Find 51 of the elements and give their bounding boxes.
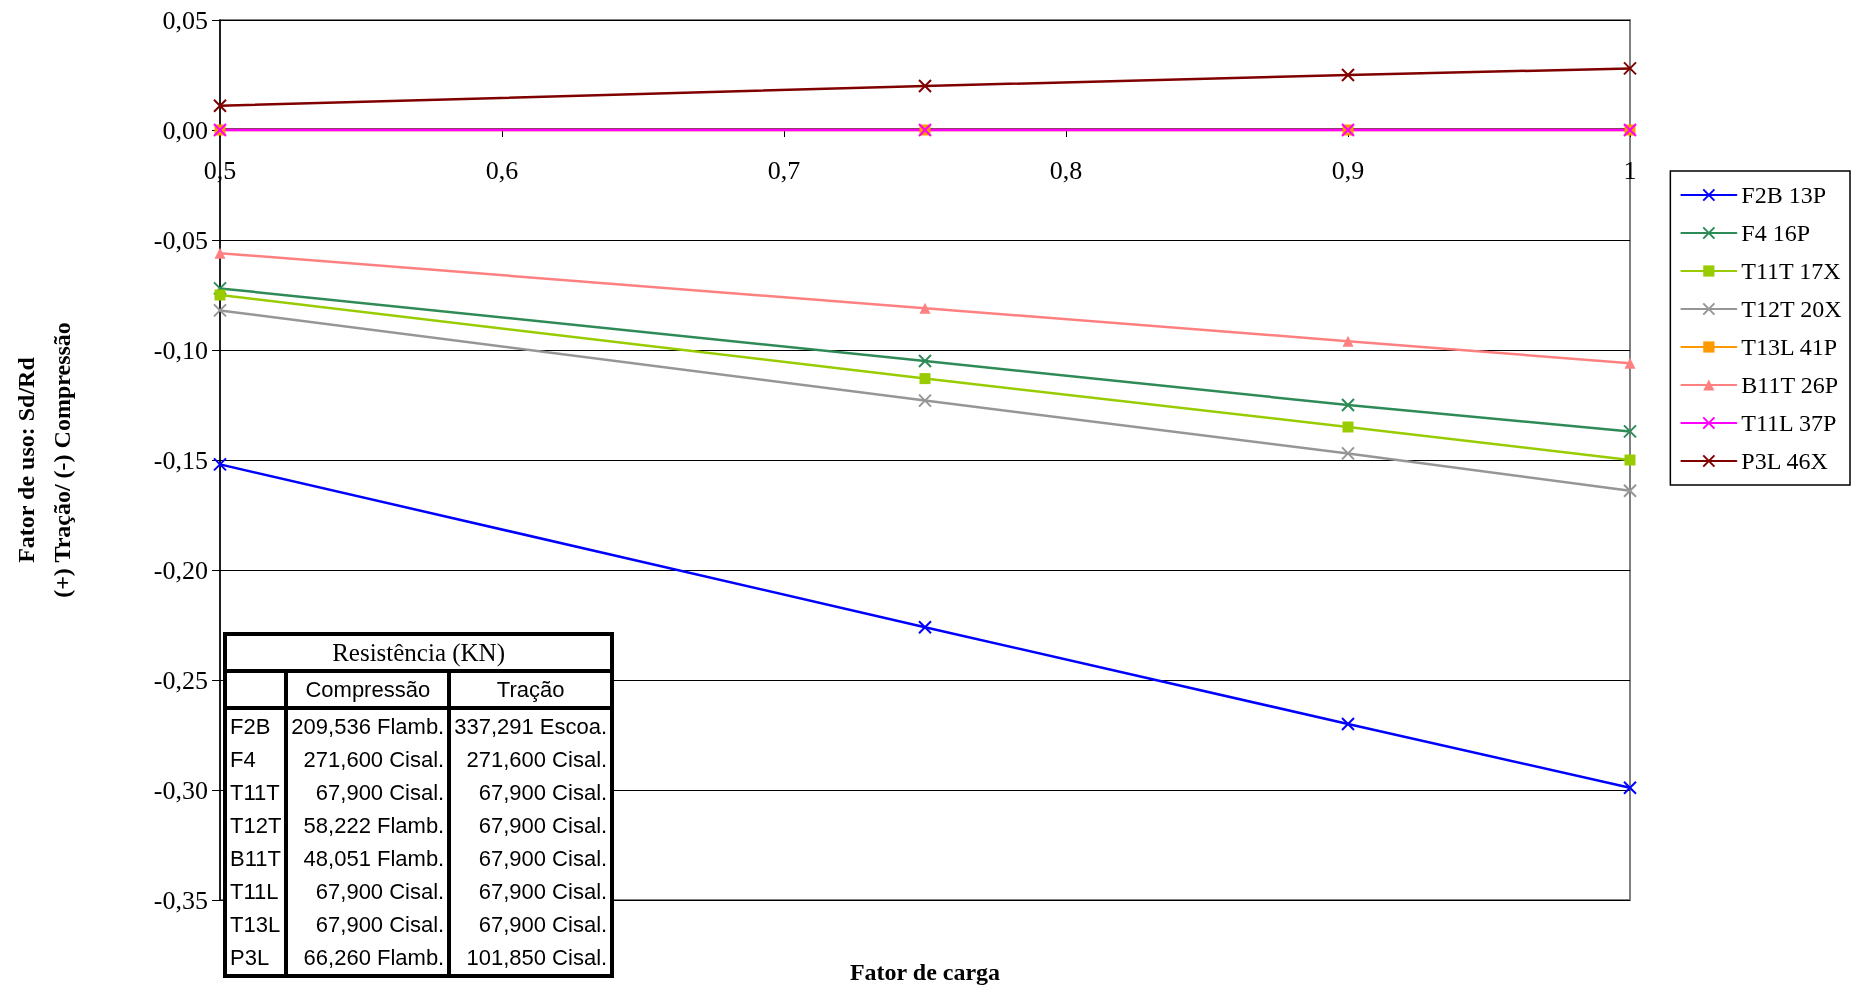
annotation: B11T — [229, 845, 282, 873]
annotation: T12T — [229, 812, 283, 840]
legend-label: T11L 37P — [1741, 410, 1837, 436]
y-tick-label: -0,20 — [153, 555, 208, 585]
text: T13L — [230, 912, 281, 937]
annotation: 67,900 Cisal. — [286, 875, 450, 908]
x-tick-label: 1 — [1623, 155, 1637, 185]
text: P3L — [230, 945, 270, 970]
annotation: Compressão — [286, 671, 450, 708]
y-tick-label: -0,10 — [153, 335, 208, 365]
y-tick-label: -0,15 — [153, 445, 208, 475]
annotation: 209,536 Flamb. — [286, 708, 450, 743]
annotation: 271,600 Cisal. — [286, 743, 450, 776]
annotation: 67,900 Cisal. — [449, 776, 613, 809]
annotation: Tração — [449, 671, 613, 708]
y-tick-label: -0,05 — [153, 225, 208, 255]
legend-label: T13L 41P — [1741, 334, 1838, 360]
annotation: F2B — [229, 713, 272, 741]
y-tick-label: 0,00 — [162, 115, 208, 145]
y-tick-label: -0,25 — [153, 665, 208, 695]
legend-label: T11T 17X — [1741, 258, 1841, 284]
text: 66,260 Flamb. — [303, 945, 445, 970]
y-tick-label: -0,30 — [153, 775, 208, 805]
x-tick-label: 0,7 — [767, 155, 801, 185]
y-tick-label: 0,05 — [162, 5, 208, 35]
x-tick-label: 0,9 — [1331, 155, 1365, 185]
annotation: 337,291 Escoa. — [449, 708, 613, 743]
annotation: 48,051 Flamb. — [286, 842, 450, 875]
annotation: 58,222 Flamb. — [286, 809, 450, 842]
annotation: F4 — [229, 746, 257, 774]
text: 67,900 Cisal. — [315, 912, 445, 937]
annotation: 67,900 Cisal. — [286, 776, 450, 809]
legend-label: T12T 20X — [1741, 296, 1842, 322]
x-tick-label: 0,8 — [1049, 155, 1083, 185]
annotation: 67,900 Cisal. — [449, 875, 613, 908]
text: 101,850 Cisal. — [466, 945, 608, 970]
legend-label: F4 16P — [1741, 220, 1811, 246]
annotation: 67,900 Cisal. — [449, 842, 613, 875]
annotation: 67,900 Cisal. — [449, 809, 613, 842]
y-axis-title: Fator de uso: Sd/Rd (+) Tração/ (-) Compressão — [13, 322, 75, 598]
text: 67,900 Cisal. — [478, 912, 608, 937]
y-tick-label: -0,35 — [153, 885, 208, 915]
annotation: T11T — [229, 779, 281, 807]
annotation: 271,600 Cisal. — [449, 743, 613, 776]
legend-label: B11T 26P — [1741, 372, 1839, 398]
legend-label: P3L 46X — [1741, 448, 1828, 474]
x-axis-title: Fator de carga — [849, 959, 1001, 985]
x-tick-label: 0,6 — [485, 155, 519, 185]
legend-label: F2B 13P — [1741, 182, 1827, 208]
annotation: T11L — [229, 878, 280, 906]
annotation: Resistência (KN) — [225, 634, 613, 671]
